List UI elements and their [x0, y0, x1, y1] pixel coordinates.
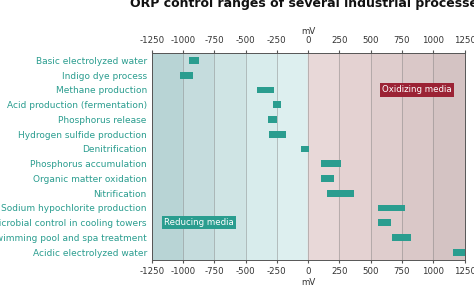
Bar [402, 53, 433, 260]
Bar [257, 87, 274, 93]
Bar [328, 190, 354, 196]
Bar [152, 53, 183, 260]
Bar [268, 116, 277, 123]
Bar [378, 205, 405, 211]
Bar [183, 53, 214, 260]
Bar [392, 234, 410, 241]
Bar [453, 249, 465, 255]
Bar [273, 101, 281, 108]
Bar [371, 53, 402, 260]
Bar [433, 53, 465, 260]
Bar [246, 53, 277, 260]
Bar [378, 219, 392, 226]
X-axis label: mV: mV [301, 27, 315, 36]
Bar [189, 57, 199, 64]
Bar [181, 72, 193, 78]
Text: Oxidizing media: Oxidizing media [382, 86, 452, 94]
Bar [308, 53, 339, 260]
Bar [320, 175, 334, 182]
X-axis label: mV: mV [301, 278, 315, 287]
Bar [339, 53, 371, 260]
Bar [269, 131, 285, 137]
Bar [301, 146, 310, 152]
Bar [277, 53, 308, 260]
Bar [214, 53, 246, 260]
Title: ORP control ranges of several industrial processes: ORP control ranges of several industrial… [130, 0, 474, 10]
Bar [320, 160, 341, 167]
Text: Reducing media: Reducing media [164, 218, 234, 227]
